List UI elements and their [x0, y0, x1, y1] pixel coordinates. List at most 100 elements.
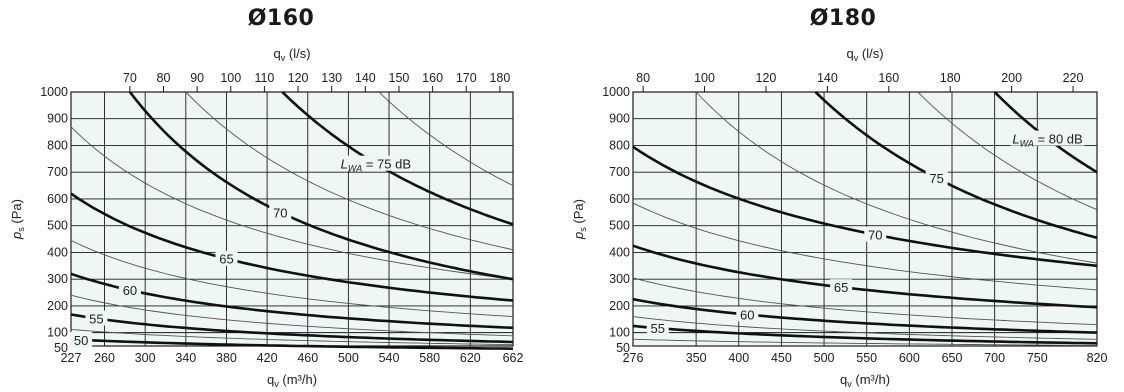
x-tick-label: 662 — [503, 351, 524, 365]
top-tick-label: 220 — [1063, 71, 1084, 85]
top-tick-label: 170 — [456, 71, 477, 85]
sound-level-curve — [632, 202, 1098, 291]
sound-level-curve — [378, 91, 514, 187]
x-tick-label: 540 — [379, 351, 400, 365]
y-tick-label: 300 — [609, 272, 630, 286]
x-axis-title: qv (m³/h) — [840, 372, 890, 389]
x-tick-label: 600 — [899, 351, 920, 365]
y-tick-label: 200 — [47, 299, 68, 313]
x-tick-label: 750 — [1027, 351, 1048, 365]
y-tick-label: 200 — [609, 299, 630, 313]
curve-label: 55 — [89, 311, 103, 326]
curve-label-background — [736, 306, 759, 322]
curve-label: LWA = 80 dB — [1012, 132, 1082, 149]
chart-title: Ø180 — [809, 6, 877, 31]
curve-label-background — [338, 155, 413, 171]
x-tick-label: 450 — [771, 351, 792, 365]
x-tick-label: 500 — [814, 351, 835, 365]
x-tick-label: 700 — [984, 351, 1005, 365]
x-tick-label: 380 — [216, 351, 237, 365]
curve-label-background — [215, 250, 238, 266]
curve-label-background — [1010, 130, 1085, 146]
y-tick-label: 1000 — [40, 85, 68, 99]
y-tick-label: 700 — [609, 165, 630, 179]
x-tick-label: 550 — [856, 351, 877, 365]
y-tick-label: 1000 — [602, 85, 630, 99]
y-tick-label: 800 — [47, 138, 68, 152]
sound-level-curve — [70, 313, 514, 344]
x-tick-label: 276 — [623, 351, 644, 365]
curve-label-background — [646, 320, 669, 336]
curve-label: 60 — [740, 308, 754, 323]
sound-level-curve — [917, 91, 1098, 211]
top-tick-label: 100 — [220, 71, 241, 85]
sound-level-curve — [70, 338, 514, 350]
y-tick-label: 100 — [609, 326, 630, 340]
top-axis-title: qv (l/s) — [846, 46, 883, 63]
top-tick-label: 110 — [254, 71, 274, 85]
top-tick-label: 80 — [636, 71, 650, 85]
top-tick-label: 70 — [123, 71, 137, 85]
curve-label-background — [925, 170, 948, 186]
x-tick-label: 460 — [297, 351, 318, 365]
x-tick-label: 340 — [175, 351, 196, 365]
curve-label-background — [118, 282, 141, 298]
top-tick-label: 200 — [1001, 71, 1022, 85]
sound-level-curve — [695, 91, 1098, 264]
y-tick-label: 600 — [47, 192, 68, 206]
sound-level-curve — [814, 91, 1098, 239]
y-tick-label: 400 — [47, 245, 68, 259]
curve-label-background — [864, 226, 887, 242]
y-tick-label: 50 — [616, 341, 630, 355]
y-tick-label: 900 — [47, 112, 68, 126]
top-tick-label: 180 — [940, 71, 961, 85]
y-axis-title: ps (Pa) — [571, 199, 588, 240]
top-tick-label: 100 — [694, 71, 715, 85]
sound-level-curve — [128, 91, 514, 281]
top-tick-label: 120 — [288, 71, 309, 85]
top-tick-label: 140 — [355, 71, 376, 85]
top-axis-title: qv (l/s) — [273, 46, 310, 63]
chart-title: Ø160 — [247, 6, 315, 31]
y-tick-label: 500 — [47, 219, 68, 233]
x-tick-label: 650 — [942, 351, 963, 365]
sound-level-curve — [632, 277, 1098, 326]
x-tick-label: 620 — [460, 351, 481, 365]
sound-level-curve — [70, 192, 514, 302]
sound-level-curve — [70, 239, 514, 318]
plot-frame — [632, 91, 1098, 347]
x-tick-label: 260 — [94, 351, 115, 365]
top-tick-label: 160 — [878, 71, 899, 85]
curve-label: 50 — [74, 333, 88, 348]
curve-label: 65 — [219, 252, 233, 267]
y-tick-label: 500 — [609, 219, 630, 233]
sound-level-curve — [632, 324, 1098, 345]
y-tick-label: 400 — [609, 245, 630, 259]
sound-level-curve — [632, 297, 1098, 334]
x-tick-label: 420 — [257, 351, 278, 365]
curve-label: 70 — [273, 205, 287, 220]
curve-label-background — [85, 310, 108, 326]
sound-level-curve — [632, 244, 1098, 309]
sound-level-curve — [70, 328, 514, 346]
sound-level-curve — [70, 272, 514, 330]
curve-label-background — [269, 204, 292, 220]
top-tick-label: 120 — [756, 71, 777, 85]
curve-label-background — [70, 331, 93, 347]
x-tick-label: 820 — [1087, 351, 1108, 365]
y-tick-label: 800 — [609, 138, 630, 152]
top-tick-label: 140 — [817, 71, 838, 85]
sound-level-curve — [281, 91, 514, 226]
top-tick-label: 160 — [422, 71, 443, 85]
chart-panel-d180: Ø180 55 60 65 70 75 LWA = 80 dB 276 350 400 450 50… — [562, 0, 1124, 392]
curve-label-background — [830, 279, 853, 295]
y-tick-label: 600 — [609, 192, 630, 206]
curve-label: 55 — [651, 321, 665, 336]
x-tick-label: 227 — [61, 351, 82, 365]
x-tick-label: 300 — [135, 351, 156, 365]
sound-level-curve — [70, 126, 514, 280]
curve-label: 65 — [834, 280, 848, 295]
x-tick-label: 580 — [419, 351, 440, 365]
x-tick-label: 500 — [338, 351, 359, 365]
